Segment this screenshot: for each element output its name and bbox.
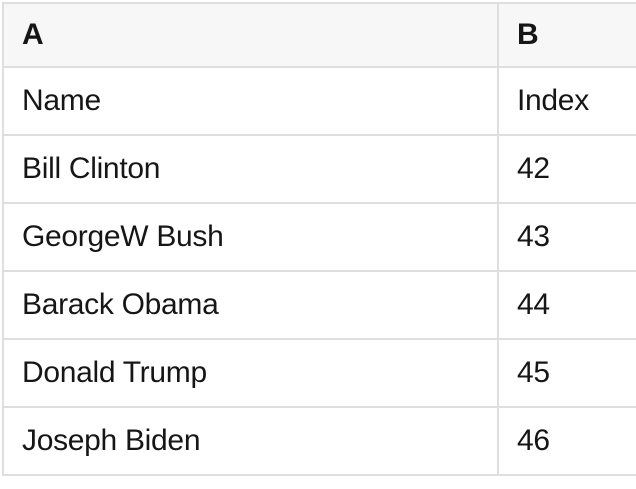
cell-name[interactable]: Donald Trump: [2, 338, 499, 408]
cell-name[interactable]: GeorgeW Bush: [2, 202, 499, 272]
cell-index[interactable]: 42: [497, 134, 636, 204]
spreadsheet-table: A B Name Index Bill Clinton 42 GeorgeW B…: [2, 2, 636, 476]
cell-name[interactable]: Barack Obama: [2, 270, 499, 340]
cell-name[interactable]: Joseph Biden: [2, 406, 499, 476]
cell-name-header[interactable]: Name: [2, 66, 499, 136]
cell-index[interactable]: 46: [497, 406, 636, 476]
table-row: A B: [2, 2, 636, 68]
table-row: Donald Trump 45: [2, 338, 636, 408]
table-row: Name Index: [2, 66, 636, 136]
table-row: Joseph Biden 46: [2, 406, 636, 476]
cell-index[interactable]: 45: [497, 338, 636, 408]
cell-index[interactable]: 44: [497, 270, 636, 340]
column-header-b[interactable]: B: [497, 2, 636, 68]
cell-index-header[interactable]: Index: [497, 66, 636, 136]
table-body: Name Index Bill Clinton 42 GeorgeW Bush …: [2, 66, 636, 476]
column-header-row: A B: [2, 2, 636, 68]
table-row: Barack Obama 44: [2, 270, 636, 340]
cell-index[interactable]: 43: [497, 202, 636, 272]
table-row: Bill Clinton 42: [2, 134, 636, 204]
column-header-a[interactable]: A: [2, 2, 499, 68]
table-row: GeorgeW Bush 43: [2, 202, 636, 272]
cell-name[interactable]: Bill Clinton: [2, 134, 499, 204]
